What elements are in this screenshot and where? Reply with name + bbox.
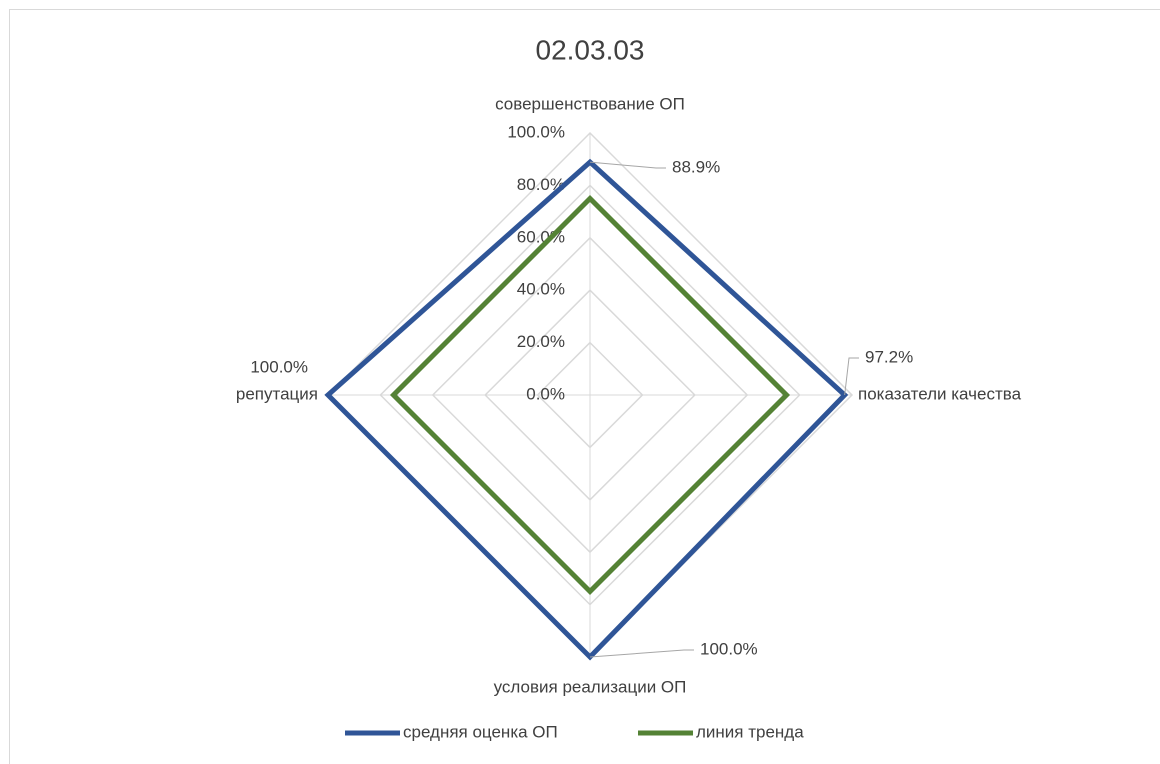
data-label: 100.0%: [250, 357, 308, 376]
category-label: показатели качества: [858, 384, 1022, 403]
series-line: [389, 194, 791, 596]
y-tick-label: 100.0%: [507, 122, 565, 141]
leader-line: [844, 357, 859, 396]
category-label: репутация: [236, 384, 318, 403]
y-tick-label: 80.0%: [517, 175, 565, 194]
category-label: условия реализации ОП: [494, 677, 687, 696]
data-label: 88.9%: [672, 157, 720, 176]
category-label: совершенствование ОП: [495, 94, 685, 113]
leader-line: [589, 161, 666, 169]
data-label: 100.0%: [700, 639, 758, 658]
data-label: 97.2%: [865, 347, 913, 366]
legend-label: линия тренда: [696, 722, 804, 741]
legend-label: средняя оценка ОП: [403, 722, 558, 741]
chart-frame: [9, 9, 1160, 764]
y-tick-label: 20.0%: [517, 332, 565, 351]
chart-title: 02.03.03: [536, 34, 645, 65]
y-tick-label: 40.0%: [517, 280, 565, 299]
leader-line: [589, 649, 694, 658]
y-tick-label: 0.0%: [526, 384, 565, 403]
